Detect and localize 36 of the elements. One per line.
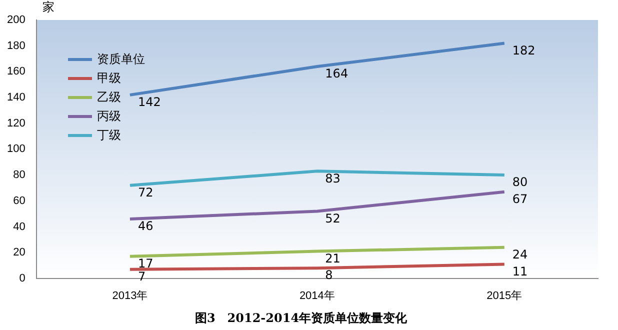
data-label: 8 [325, 268, 333, 282]
y-tick-label: 200 [6, 14, 26, 26]
y-tick-label: 20 [13, 246, 26, 259]
data-label: 17 [138, 256, 154, 271]
y-tick-label: 180 [6, 40, 26, 52]
y-tick-label: 80 [13, 169, 26, 182]
legend-label: 丁级 [97, 127, 121, 144]
data-label: 182 [512, 43, 536, 58]
text: 图3 2012-2014年资质单位数量变化 [194, 310, 408, 325]
y-tick-label: 0 [19, 272, 26, 284]
data-label: 7 [138, 269, 146, 284]
y-tick-label: 160 [6, 66, 26, 78]
y-tick-label: 140 [6, 92, 26, 104]
data-label: 46 [138, 219, 154, 234]
y-axis-title: 家 [42, 0, 54, 14]
data-label: 83 [325, 171, 340, 186]
data-label: 72 [138, 186, 154, 200]
data-label: 21 [325, 251, 340, 266]
legend-label: 资质单位 [97, 51, 145, 68]
y-tick-label: 120 [6, 117, 26, 130]
data-label: 11 [512, 264, 528, 278]
x-tick-label: 2013年 [112, 290, 148, 302]
data-label: 67 [512, 192, 528, 206]
y-tick-label: 60 [13, 194, 26, 207]
y-tick-label: 40 [13, 220, 26, 233]
x-tick-label: 2015年 [486, 290, 522, 302]
y-tick-label: 100 [6, 143, 26, 156]
legend-label: 甲级 [97, 70, 121, 87]
data-label: 24 [512, 248, 528, 262]
data-label: 164 [325, 66, 348, 81]
data-label: 80 [512, 175, 528, 190]
legend-label: 丙级 [97, 108, 121, 125]
data-label: 52 [325, 211, 340, 226]
data-label: 142 [138, 95, 161, 110]
legend-label: 乙级 [97, 89, 121, 106]
x-tick-label: 2014年 [299, 290, 335, 302]
